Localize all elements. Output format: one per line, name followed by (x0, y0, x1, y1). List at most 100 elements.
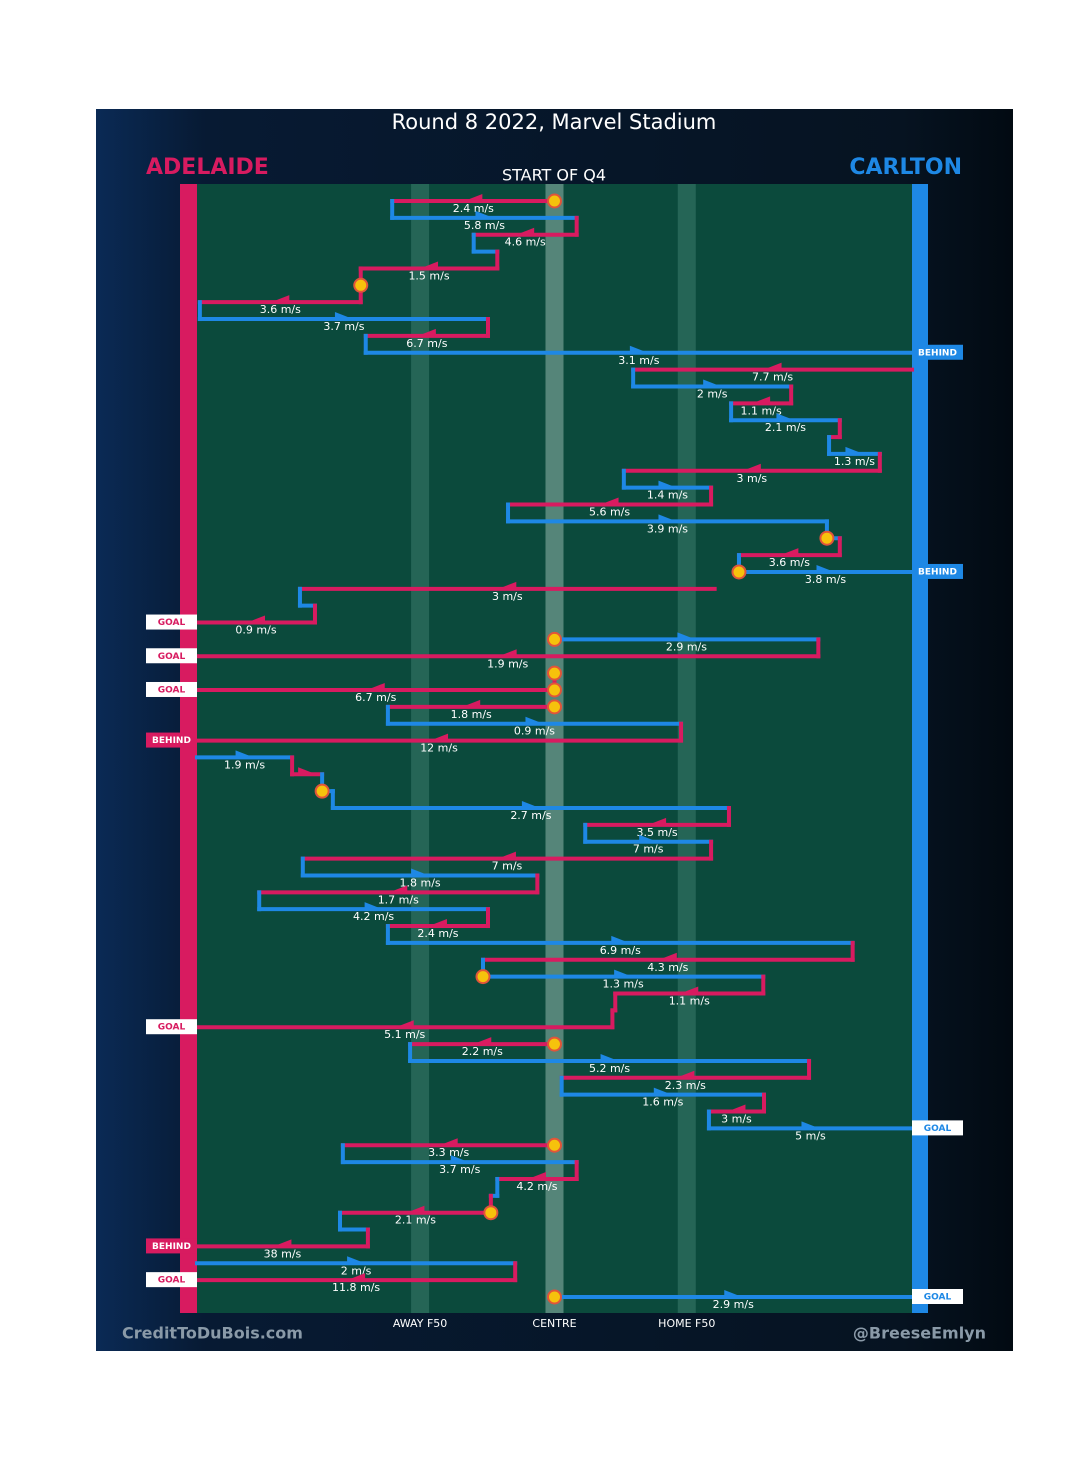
direction-arrow (724, 1290, 743, 1297)
stoppage (353, 277, 369, 293)
direction-arrow (816, 564, 835, 572)
speed-label: 6.7 m/s (355, 691, 396, 704)
speed-label: 1.5 m/s (408, 269, 449, 282)
direction-arrow (475, 210, 494, 218)
direction-arrow (395, 1020, 414, 1028)
team-name: CARLTON (849, 155, 962, 180)
direction-arrow (389, 885, 408, 893)
direction-arrow (703, 379, 722, 387)
speed-label: 3.8 m/s (805, 573, 846, 586)
speed-label: 5.1 m/s (384, 1028, 425, 1041)
speed-label: 3.6 m/s (260, 303, 301, 316)
direction-arrow (639, 834, 658, 842)
direction-arrow (246, 615, 265, 623)
field-band (677, 184, 696, 1313)
direction-arrow (727, 1104, 746, 1112)
speed-label: 6.9 m/s (600, 944, 641, 957)
speed-label: 2 m/s (341, 1264, 372, 1277)
direction-arrow (600, 1053, 619, 1061)
speed-label: 2 m/s (697, 387, 728, 400)
result-label: BEHIND (152, 736, 191, 746)
stoppage (547, 1289, 562, 1305)
speed-label: 6.7 m/s (406, 337, 447, 350)
speed-label: 4.6 m/s (505, 236, 546, 249)
direction-arrow (516, 227, 535, 235)
speed-label: 7 m/s (492, 860, 523, 873)
direction-arrow (273, 1239, 292, 1247)
x-tick-label: CENTRE (532, 1317, 576, 1330)
direction-arrow (497, 851, 516, 859)
direction-arrow (677, 632, 696, 640)
stoppage (547, 699, 562, 715)
direction-arrow (498, 649, 517, 657)
speed-label: 0.9 m/s (514, 725, 555, 738)
result-box (146, 1272, 197, 1288)
direction-arrow (629, 345, 648, 353)
speed-label: 1.1 m/s (669, 994, 710, 1007)
speed-label: 2.9 m/s (666, 640, 707, 653)
direction-arrow (611, 935, 630, 943)
result-label: GOAL (158, 1276, 186, 1286)
stoppage (314, 783, 330, 799)
direction-arrow (676, 1070, 695, 1078)
speed-label: 4.3 m/s (647, 961, 688, 974)
credit: CreditToDuBois.com (122, 1324, 303, 1343)
speed-label: 12 m/s (420, 742, 458, 755)
speed-label: 3.9 m/s (647, 522, 688, 535)
speed-label: 4.2 m/s (353, 910, 394, 923)
direction-arrow (450, 1155, 469, 1163)
result-box (912, 563, 963, 579)
stoppage (547, 1036, 562, 1052)
stoppage (547, 193, 562, 209)
direction-arrow (366, 682, 385, 690)
direction-arrow (235, 750, 254, 758)
direction-arrow (801, 1121, 820, 1129)
direction-arrow (752, 396, 771, 404)
direction-arrow (658, 480, 677, 488)
result-label: GOAL (924, 1293, 952, 1303)
speed-label: 1.3 m/s (603, 978, 644, 991)
direction-arrow (527, 1171, 546, 1179)
direction-arrow (347, 1273, 366, 1281)
stoppage (483, 1205, 499, 1221)
direction-arrow (347, 1256, 366, 1264)
speed-label: 2.4 m/s (417, 927, 458, 940)
speed-label: 3 m/s (492, 590, 523, 603)
field-band (411, 184, 430, 1313)
speed-label: 1.3 m/s (834, 455, 875, 468)
direction-arrow (525, 716, 544, 724)
speed-label: 3.5 m/s (637, 826, 678, 839)
goal-bar (180, 184, 197, 1313)
result-label: GOAL (158, 685, 186, 695)
speed-label: 2.1 m/s (395, 1214, 436, 1227)
result-label: BEHIND (918, 348, 957, 358)
x-tick-label: AWAY F50 (393, 1317, 447, 1330)
direction-arrow (780, 548, 799, 556)
speed-label: 1.8 m/s (451, 708, 492, 721)
speed-label: 5.6 m/s (589, 506, 630, 519)
speed-label: 2.4 m/s (453, 202, 494, 215)
direction-arrow (648, 817, 667, 825)
direction-arrow (658, 514, 677, 522)
direction-arrow (776, 413, 795, 421)
direction-arrow (614, 969, 633, 977)
speed-label: 0.9 m/s (235, 624, 276, 637)
field-band (545, 184, 564, 1313)
direction-arrow (428, 919, 447, 927)
result-label: GOAL (158, 1023, 186, 1033)
speed-label: 1.1 m/s (741, 404, 782, 417)
result-box (146, 681, 197, 697)
direction-arrow (742, 463, 761, 471)
result-box (146, 1238, 197, 1254)
speed-label: 38 m/s (264, 1247, 302, 1260)
chart-title: Round 8 2022, Marvel Stadium (392, 110, 717, 134)
speed-label: 3 m/s (737, 472, 768, 485)
direction-arrow (658, 952, 677, 960)
direction-arrow (462, 699, 481, 707)
direction-arrow (653, 1087, 672, 1095)
direction-arrow (439, 1138, 458, 1146)
subtitle: START OF Q4 (502, 166, 606, 185)
speed-label: 5.2 m/s (589, 1062, 630, 1075)
speed-label: 5.8 m/s (464, 219, 505, 232)
speed-label: 3.1 m/s (618, 354, 659, 367)
